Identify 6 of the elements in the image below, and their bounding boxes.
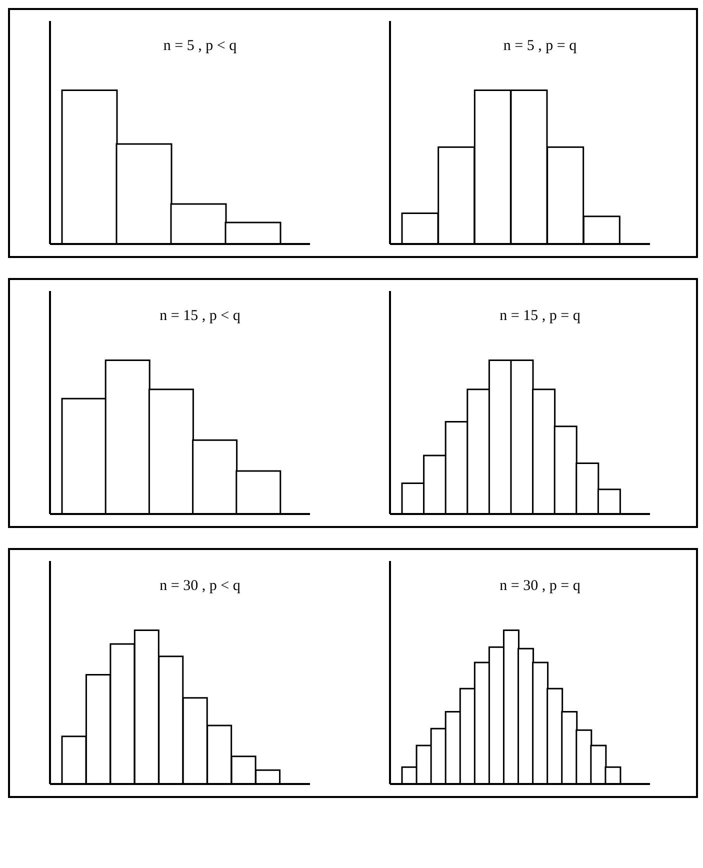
chart-title: n = 5 , p < q: [162, 38, 238, 55]
chart-title: n = 30 , p < q: [158, 578, 242, 595]
chart-title: n = 30 , p = q: [498, 578, 582, 595]
chart-title: n = 5 , p = q: [502, 38, 578, 55]
chart-title: n = 15 , p = q: [498, 308, 582, 325]
chart-title: n = 15 , p < q: [158, 308, 242, 325]
